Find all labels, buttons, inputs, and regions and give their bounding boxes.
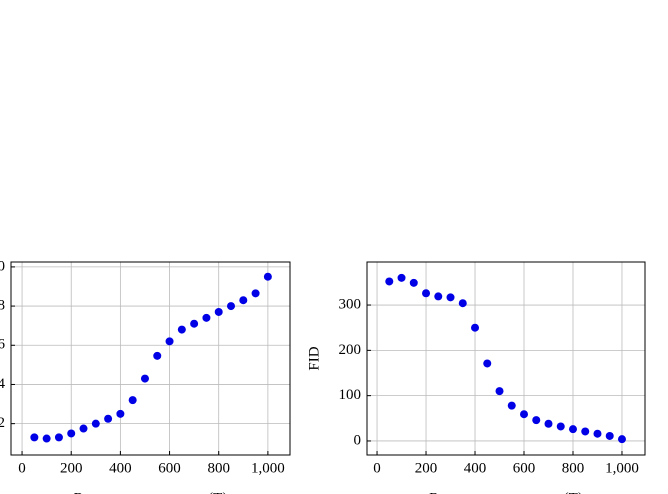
- point: [104, 414, 113, 423]
- plot-frame: [10, 261, 291, 456]
- point: [483, 359, 492, 368]
- x-tick-label: 800: [562, 460, 585, 476]
- point: [471, 323, 480, 332]
- x-tick-label: 600: [158, 460, 181, 476]
- point: [593, 429, 602, 438]
- y-tick-label: 1.0: [0, 258, 5, 274]
- x-tick-label: 600: [513, 460, 536, 476]
- point: [140, 374, 149, 383]
- point: [434, 292, 443, 301]
- plot-frame: [366, 261, 646, 456]
- y-tick-label: 0.8: [0, 298, 5, 314]
- x-tick-label: 0: [373, 460, 381, 476]
- x-tick-label: 400: [464, 460, 487, 476]
- point: [458, 299, 467, 308]
- point: [532, 416, 541, 425]
- point: [263, 272, 272, 281]
- point: [409, 278, 418, 287]
- point: [556, 422, 565, 431]
- point: [91, 419, 100, 428]
- point: [239, 296, 248, 305]
- x-axis-label: Reverse process steps (T): [429, 490, 583, 494]
- x-tick-label: 200: [415, 460, 438, 476]
- y-tick-label: 0: [354, 432, 362, 448]
- point: [177, 325, 186, 334]
- point: [422, 289, 431, 298]
- point: [568, 425, 577, 434]
- point: [617, 435, 626, 444]
- point: [544, 419, 553, 428]
- y-tick-label: 0.4: [0, 376, 6, 392]
- point: [214, 307, 223, 316]
- point: [165, 337, 174, 346]
- y-axis-label: FID: [306, 346, 322, 370]
- x-tick-label: 800: [207, 460, 230, 476]
- y-tick-label: 0.6: [0, 337, 6, 353]
- point: [385, 277, 394, 286]
- point: [153, 351, 162, 360]
- point: [605, 431, 614, 440]
- y-tick-label: 100: [339, 387, 362, 403]
- point: [446, 293, 455, 302]
- y-tick-label: 200: [339, 342, 362, 358]
- point: [507, 401, 516, 410]
- point: [397, 273, 406, 282]
- x-tick-label: 0: [18, 460, 26, 476]
- point: [30, 433, 39, 442]
- x-tick-label: 1,000: [605, 460, 639, 476]
- point: [495, 387, 504, 396]
- point: [227, 302, 236, 311]
- point: [190, 319, 199, 328]
- point: [67, 429, 76, 438]
- point: [581, 427, 590, 436]
- y-tick-label: 300: [339, 296, 362, 312]
- y-tick-label: 0.2: [0, 415, 5, 431]
- x-tick-label: 1,000: [251, 460, 285, 476]
- point: [54, 433, 63, 442]
- x-axis-label: Reverse process steps (T): [74, 490, 228, 494]
- point: [128, 396, 137, 405]
- point: [42, 434, 51, 443]
- point: [202, 313, 211, 322]
- x-tick-label: 400: [109, 460, 132, 476]
- point: [116, 409, 125, 418]
- point: [520, 410, 529, 419]
- point: [79, 424, 88, 433]
- x-tick-label: 200: [60, 460, 83, 476]
- point: [251, 289, 260, 298]
